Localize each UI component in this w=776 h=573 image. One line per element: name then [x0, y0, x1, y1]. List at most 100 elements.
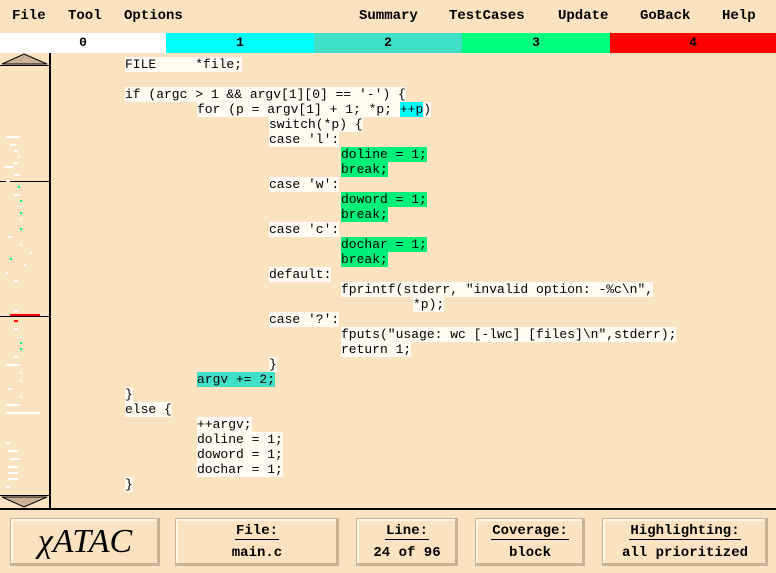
overview-marker — [6, 272, 8, 274]
code-line[interactable]: } — [125, 387, 133, 402]
status-bar: χATAC File: main.c Line: 24 of 96 Covera… — [0, 508, 776, 573]
code-line[interactable]: case 'l': — [269, 132, 340, 147]
highlighted-code-segment: argv += 2; — [197, 372, 276, 387]
code-line[interactable]: case 'c': — [269, 222, 340, 237]
code-line[interactable]: break; — [341, 207, 388, 222]
overview-marker — [10, 458, 20, 460]
coverage-status: Coverage: block — [475, 518, 585, 566]
code-line[interactable]: for (p = argv[1] + 1; *p; ++p) — [197, 102, 432, 117]
overview-marker — [14, 194, 20, 196]
priority-2[interactable]: 2 — [314, 33, 462, 53]
overview-viewport[interactable] — [0, 181, 49, 317]
menu-options[interactable]: Options — [124, 8, 183, 24]
overview-marker — [14, 162, 18, 164]
priority-1[interactable]: 1 — [166, 33, 314, 53]
code-line[interactable]: dochar = 1; — [341, 237, 427, 252]
highlighted-code-segment: ++p — [399, 102, 424, 117]
overview-marker — [20, 212, 22, 214]
menu-summary[interactable]: Summary — [359, 8, 418, 24]
triangle-down-icon[interactable] — [0, 496, 49, 508]
code-line[interactable]: dochar = 1; — [197, 462, 283, 477]
overview-marker — [18, 156, 20, 158]
code-line[interactable]: doline = 1; — [197, 432, 283, 447]
code-line[interactable]: break; — [341, 162, 388, 177]
code-line[interactable]: case 'w': — [269, 177, 340, 192]
overview-marker — [14, 356, 18, 358]
code-line[interactable]: else { — [125, 402, 172, 417]
file-overview-scrollbar[interactable] — [0, 53, 51, 508]
code-line[interactable]: break; — [341, 252, 388, 267]
code-line[interactable]: *p); — [413, 297, 445, 312]
code-line[interactable]: doword = 1; — [197, 447, 283, 462]
code-line[interactable]: fputs("usage: wc [-lwc] [files]\n",stder… — [341, 327, 677, 342]
overview-marker — [14, 174, 20, 176]
coverage-value: block — [508, 545, 551, 561]
highlighted-code-segment: dochar = 1; — [341, 237, 427, 252]
code-line[interactable]: doword = 1; — [341, 192, 427, 207]
highlighted-code-segment: doword = 1; — [341, 192, 427, 207]
code-line[interactable]: if (argc > 1 && argv[1][0] == '-') { — [125, 87, 406, 102]
overview-marker — [6, 136, 20, 138]
menu-goback[interactable]: GoBack — [640, 8, 691, 24]
logo-box: χATAC — [10, 518, 160, 566]
overview-marker — [24, 264, 26, 266]
line-value: 24 of 96 — [373, 545, 441, 561]
overview-marker — [14, 320, 18, 322]
priority-0[interactable]: 0 — [0, 33, 166, 53]
menu-tool[interactable]: Tool — [68, 8, 102, 24]
code-line[interactable]: argv += 2; — [197, 372, 276, 387]
highlighting-value: all prioritized — [621, 545, 749, 561]
code-line[interactable]: FILE *file; — [125, 57, 243, 72]
overview-marker — [20, 244, 22, 246]
code-line[interactable]: default: — [269, 267, 332, 282]
code-segment: case 'w': — [269, 177, 340, 192]
highlighted-code-segment: break; — [341, 252, 388, 267]
code-line[interactable]: case '?': — [269, 312, 340, 327]
overview-marker — [14, 280, 18, 282]
overview-marker — [10, 314, 40, 316]
overview-marker — [20, 372, 22, 374]
code-segment: fputs("usage: wc [-lwc] [files]\n",stder… — [341, 327, 677, 342]
menu-help[interactable]: Help — [722, 8, 756, 24]
code-segment: case '?': — [269, 312, 340, 327]
overview-marker — [20, 200, 22, 202]
overview-marker — [8, 388, 12, 390]
priority-3[interactable]: 3 — [462, 33, 610, 53]
overview-marker — [20, 342, 22, 344]
menu-testcases[interactable]: TestCases — [449, 8, 525, 24]
priority-4[interactable]: 4 — [610, 33, 776, 53]
code-segment: if (argc > 1 && argv[1][0] == '-') { — [125, 87, 406, 102]
source-code-view[interactable]: FILE *file; if (argc > 1 && argv[1][0] ==… — [52, 53, 776, 508]
overview-marker — [20, 218, 22, 220]
code-line[interactable]: } — [125, 477, 133, 492]
file-status: File: main.c — [175, 518, 339, 566]
code-segment: for (p = argv[1] + 1; *p; — [197, 102, 400, 117]
code-line[interactable]: return 1; — [341, 342, 412, 357]
menu-update[interactable]: Update — [558, 8, 609, 24]
code-line[interactable]: ++argv; — [197, 417, 252, 432]
code-segment: dochar = 1; — [197, 462, 283, 477]
triangle-up-icon[interactable] — [0, 53, 49, 65]
highlighting-status: Highlighting: all prioritized — [602, 518, 768, 566]
code-segment: doline = 1; — [197, 432, 283, 447]
overview-track[interactable] — [0, 65, 49, 496]
code-segment: doword = 1; — [197, 447, 283, 462]
code-segment: case 'l': — [269, 132, 340, 147]
overview-marker — [14, 310, 18, 312]
code-line[interactable]: fprintf(stderr, "invalid option: -%c\n", — [341, 282, 654, 297]
coverage-label: Coverage: — [491, 523, 569, 540]
overview-marker — [8, 478, 18, 480]
code-segment: } — [125, 387, 133, 402]
overview-marker — [18, 186, 20, 188]
overview-marker — [20, 348, 22, 350]
overview-marker — [8, 472, 18, 474]
code-line[interactable]: } — [269, 357, 277, 372]
code-line[interactable]: switch(*p) { — [269, 117, 363, 132]
code-segment: *p); — [413, 297, 445, 312]
code-line[interactable]: doline = 1; — [341, 147, 427, 162]
code-segment: ) — [423, 102, 432, 117]
code-segment: fprintf(stderr, "invalid option: -%c\n", — [341, 282, 654, 297]
menu-file[interactable]: File — [12, 8, 46, 24]
code-segment: FILE *file; — [125, 57, 243, 72]
overview-marker — [8, 236, 12, 238]
